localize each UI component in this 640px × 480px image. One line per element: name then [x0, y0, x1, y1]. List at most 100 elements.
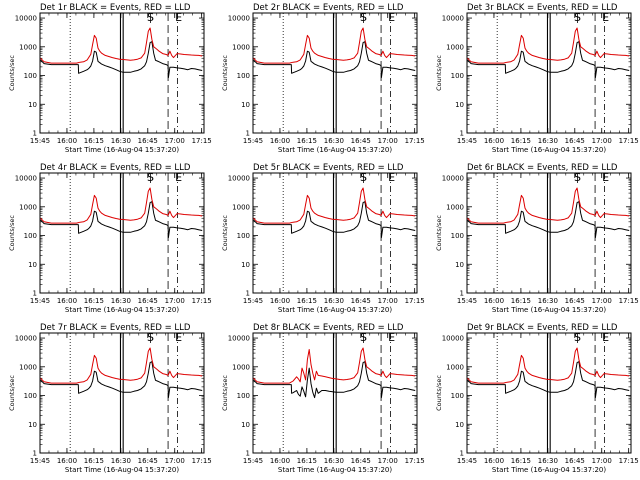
x-tick-label: 16:15: [511, 457, 531, 465]
y-tick-label: 1: [33, 290, 37, 298]
x-tick-label: 16:00: [484, 137, 504, 145]
x-tick-label: 16:45: [565, 457, 585, 465]
x-tick-label: 17:00: [165, 297, 185, 305]
y-tick-label: 100: [237, 72, 250, 80]
x-tick-label: 17:15: [192, 297, 212, 305]
y-tick-label: 1: [246, 290, 250, 298]
x-tick-label: 16:15: [297, 297, 317, 305]
chart-panel-6: Det 6r BLACK = Events, RED = LLD 1 10 100 10…: [435, 163, 639, 314]
series-line-events: [467, 201, 630, 239]
y-tick-label: 1: [460, 450, 464, 458]
x-axis-label: Start Time (16-Aug-04 15:37:20): [492, 306, 606, 314]
x-tick-label: 15:45: [243, 297, 263, 305]
series-line-events: [253, 361, 416, 399]
chart-panel-3: Det 3r BLACK = Events, RED = LLD 1 10 100 10…: [435, 3, 639, 154]
y-tick-label: 10: [241, 101, 250, 109]
x-tick-label: 16:45: [351, 297, 371, 305]
x-tick-label: 17:15: [619, 137, 639, 145]
y-tick-label: 100: [24, 72, 37, 80]
end-marker: E: [602, 331, 609, 344]
x-axis-label: Start Time (16-Aug-04 15:37:20): [65, 306, 179, 314]
series-line-lld: [467, 347, 630, 384]
y-tick-label: 10: [28, 421, 37, 429]
y-tick-label: 1000: [232, 363, 250, 371]
start-marker: S: [147, 11, 154, 24]
series-line-lld: [253, 27, 416, 64]
start-marker: S: [574, 171, 581, 184]
start-marker: S: [574, 331, 581, 344]
chart-panel-4: Det 4r BLACK = Events, RED = LLD 1 10 100 10…: [8, 163, 212, 314]
chart-title: Det 5r BLACK = Events, RED = LLD: [253, 163, 404, 173]
y-tick-label: 10: [28, 261, 37, 269]
x-tick-label: 16:30: [538, 457, 558, 465]
x-tick-label: 16:45: [565, 297, 585, 305]
x-tick-label: 16:00: [484, 457, 504, 465]
chart-panel-2: Det 2r BLACK = Events, RED = LLD 1 10 100 10…: [221, 3, 425, 154]
y-tick-label: 1: [33, 450, 37, 458]
x-tick-label: 16:15: [84, 137, 104, 145]
plot-frame: [466, 12, 632, 134]
y-tick-label: 10: [455, 421, 464, 429]
chart-title: Det 1r BLACK = Events, RED = LLD: [40, 3, 191, 13]
x-tick-label: 16:15: [511, 137, 531, 145]
y-tick-label: 1000: [446, 363, 464, 371]
x-tick-label: 16:45: [138, 297, 158, 305]
chart-title: Det 6r BLACK = Events, RED = LLD: [467, 163, 618, 173]
end-marker: E: [175, 171, 182, 184]
plot-frame: [466, 332, 632, 454]
x-tick-label: 17:15: [405, 457, 425, 465]
y-tick-label: 10000: [442, 335, 464, 343]
chart-panel-8: Det 8r BLACK = Events, RED = LLD 1 10 100 10…: [221, 323, 425, 474]
y-axis-label: Counts/sec: [435, 55, 443, 91]
chart-title: Det 4r BLACK = Events, RED = LLD: [40, 163, 191, 173]
plot-frame: [252, 12, 418, 134]
plot-frame: [39, 12, 205, 134]
start-marker: S: [147, 171, 154, 184]
x-tick-label: 16:30: [111, 137, 131, 145]
x-axis-label: Start Time (16-Aug-04 15:37:20): [278, 146, 392, 154]
x-tick-label: 17:00: [592, 457, 612, 465]
x-tick-label: 17:15: [405, 137, 425, 145]
series-line-events: [40, 201, 203, 239]
x-tick-label: 15:45: [243, 457, 263, 465]
y-tick-label: 1: [246, 130, 250, 138]
x-tick-label: 16:00: [270, 137, 290, 145]
chart-title: Det 9r BLACK = Events, RED = LLD: [467, 323, 618, 333]
y-tick-label: 100: [237, 392, 250, 400]
y-tick-label: 1000: [19, 43, 37, 51]
y-tick-label: 1000: [19, 203, 37, 211]
series-line-lld: [40, 347, 203, 384]
end-marker: E: [388, 171, 395, 184]
x-tick-label: 16:30: [111, 457, 131, 465]
y-axis-label: Counts/sec: [435, 215, 443, 251]
x-tick-label: 16:30: [324, 297, 344, 305]
x-tick-label: 16:00: [57, 137, 77, 145]
end-marker: E: [602, 11, 609, 24]
x-tick-label: 16:45: [138, 137, 158, 145]
x-tick-label: 17:15: [405, 297, 425, 305]
x-tick-label: 17:00: [378, 297, 398, 305]
x-tick-label: 16:30: [111, 297, 131, 305]
x-tick-label: 15:45: [30, 297, 50, 305]
y-tick-label: 10: [241, 421, 250, 429]
x-axis-label: Start Time (16-Aug-04 15:37:20): [65, 466, 179, 474]
x-tick-label: 16:15: [297, 457, 317, 465]
x-tick-label: 16:45: [138, 457, 158, 465]
end-marker: E: [175, 11, 182, 24]
x-tick-label: 17:00: [165, 137, 185, 145]
y-tick-label: 1: [246, 450, 250, 458]
y-tick-label: 1000: [232, 43, 250, 51]
chart-panel-1: Det 1r BLACK = Events, RED = LLD 1 10 100 10…: [8, 3, 212, 154]
y-tick-label: 1000: [232, 203, 250, 211]
chart-title: Det 8r BLACK = Events, RED = LLD: [253, 323, 404, 333]
x-axis-label: Start Time (16-Aug-04 15:37:20): [278, 306, 392, 314]
y-tick-label: 100: [451, 232, 464, 240]
start-marker: S: [360, 331, 367, 344]
y-tick-label: 10: [455, 261, 464, 269]
x-tick-label: 16:15: [511, 297, 531, 305]
plot-frame: [466, 172, 632, 294]
plot-frame: [252, 172, 418, 294]
y-tick-label: 10: [455, 101, 464, 109]
start-marker: S: [360, 171, 367, 184]
